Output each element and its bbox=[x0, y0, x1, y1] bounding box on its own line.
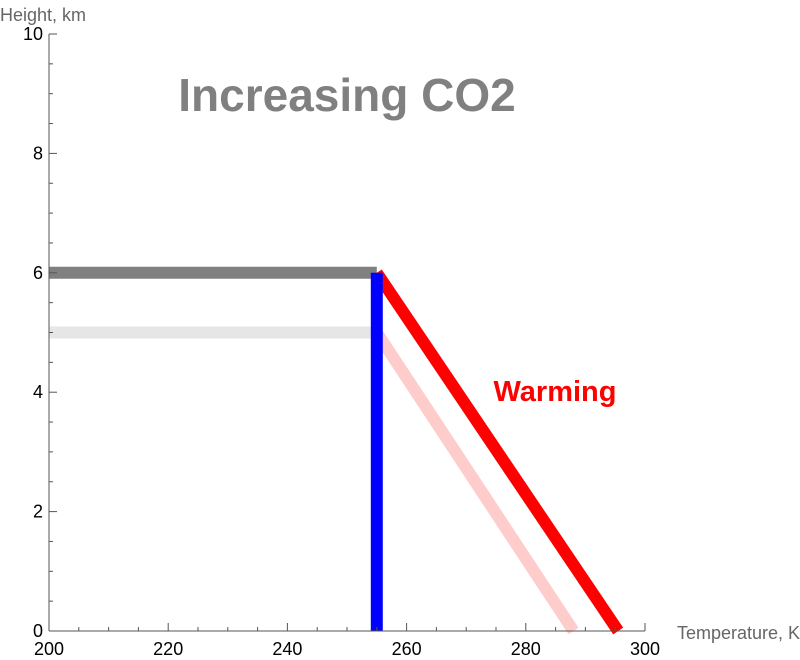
y-tick-label: 10 bbox=[23, 24, 43, 44]
y-tick-label: 2 bbox=[33, 502, 43, 522]
x-axis-label: Temperature, K bbox=[677, 623, 800, 643]
y-axis-label: Height, km bbox=[0, 5, 86, 25]
x-tick-label: 260 bbox=[392, 639, 422, 659]
series-layer bbox=[49, 266, 624, 635]
y-tick-label: 0 bbox=[33, 621, 43, 641]
x-tick-label: 200 bbox=[34, 639, 64, 659]
x-tick-label: 220 bbox=[153, 639, 183, 659]
y-tick-label: 4 bbox=[33, 382, 43, 402]
series-line-2 bbox=[371, 329, 579, 635]
x-tick-label: 300 bbox=[630, 639, 660, 659]
x-tick-label: 280 bbox=[511, 639, 541, 659]
x-tick-label: 240 bbox=[272, 639, 302, 659]
annotation-increasing-co2: Increasing CO2 bbox=[178, 69, 515, 121]
ticks: 200 220 240 260 280 300 0 2 4 6 8 10 bbox=[23, 24, 660, 659]
series-line-4 bbox=[371, 269, 624, 635]
annotation-warming: Warming bbox=[494, 376, 617, 408]
y-tick-label: 6 bbox=[33, 263, 43, 283]
y-tick-label: 8 bbox=[33, 143, 43, 163]
